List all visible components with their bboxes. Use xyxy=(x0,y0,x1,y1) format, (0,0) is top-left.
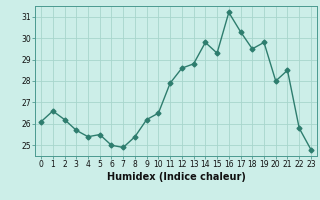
X-axis label: Humidex (Indice chaleur): Humidex (Indice chaleur) xyxy=(107,172,245,182)
